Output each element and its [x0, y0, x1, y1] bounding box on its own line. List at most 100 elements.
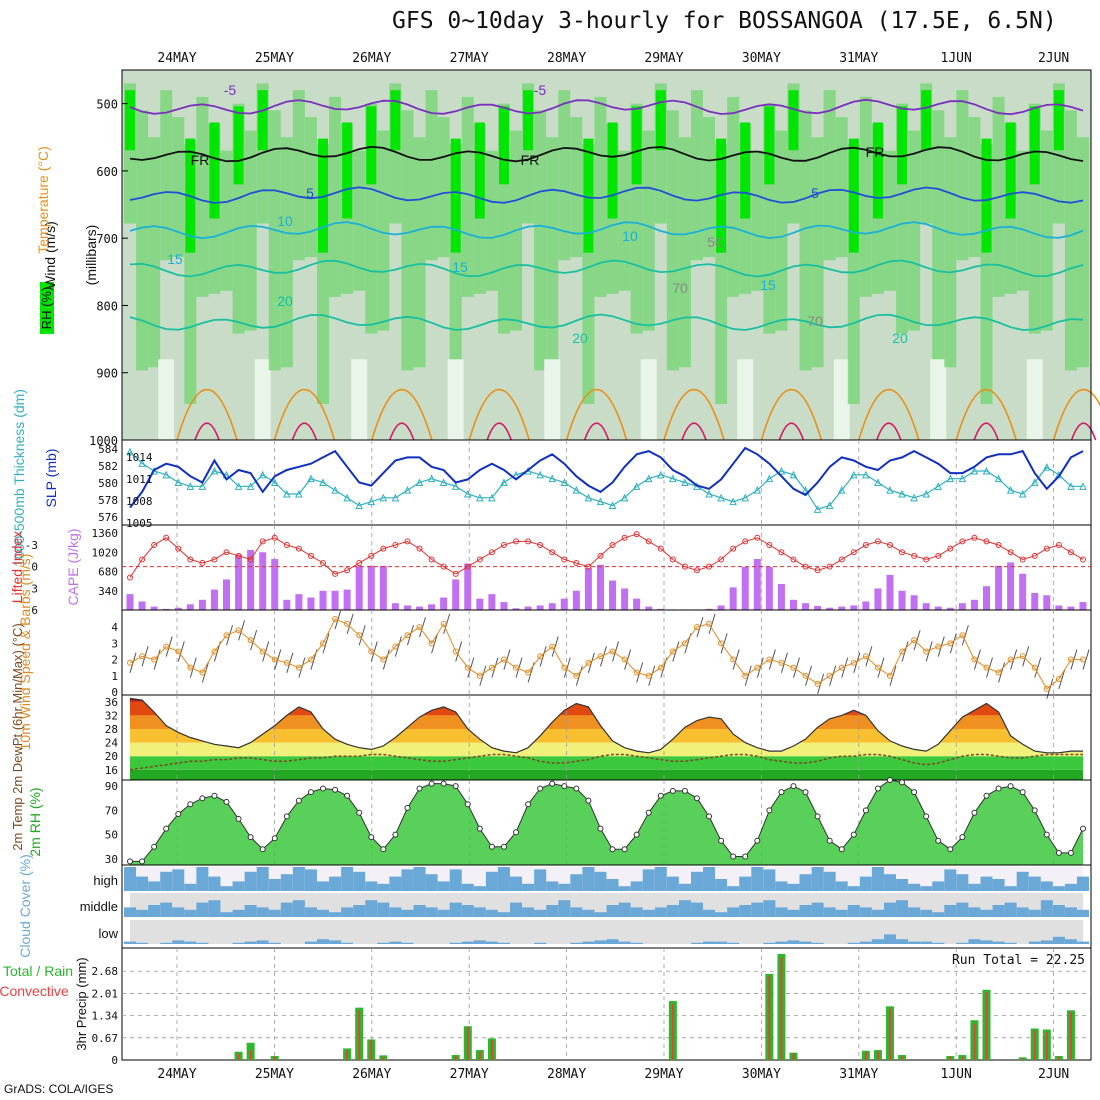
rh-point — [428, 780, 435, 787]
cloud-bar — [980, 876, 993, 891]
thickness-point — [283, 489, 291, 498]
cape-bar — [464, 563, 472, 610]
cloud-bar — [473, 886, 486, 891]
cape-bar — [198, 599, 206, 610]
cape-bar — [970, 599, 978, 610]
thickness-point — [343, 493, 351, 502]
temperature-contour — [129, 145, 1084, 163]
contour-label: 15 — [167, 251, 183, 267]
rh-band — [220, 150, 233, 291]
precip-convective-bar — [1057, 1056, 1060, 1060]
cloud-bar — [341, 907, 354, 917]
rh-point — [730, 853, 737, 860]
cloud-bar — [932, 881, 945, 891]
cloud-bar — [184, 883, 197, 891]
x-tick-label-top: 30MAY — [742, 51, 781, 66]
cloud-bar — [377, 902, 390, 917]
wind-speed-point — [911, 637, 918, 644]
cape-bar — [621, 588, 629, 610]
wind-speed-point — [754, 664, 761, 671]
y-tick-label: 32 — [105, 709, 118, 722]
thickness-point — [994, 474, 1003, 483]
wind-speed-line — [129, 618, 1083, 690]
rh-band — [329, 96, 342, 297]
left-tick-label: 582 — [98, 460, 118, 473]
cape-bar — [186, 604, 194, 610]
cloud-bar — [775, 907, 788, 917]
contour-label: -5 — [224, 82, 237, 98]
rh-band — [136, 110, 149, 371]
temp-band — [130, 742, 1083, 757]
cloud-bar — [244, 871, 257, 891]
y-tick-label: 70 — [105, 804, 118, 817]
rh-band — [640, 359, 657, 440]
rh-line — [130, 779, 1084, 862]
thickness-point — [620, 493, 629, 502]
cape-bar — [355, 565, 363, 610]
wind-speed-point — [368, 648, 375, 655]
cloud-bar — [1064, 939, 1077, 944]
precip-axis-label: 3hr Precip (mm) — [74, 957, 89, 1050]
thickness-point — [813, 505, 822, 513]
cloud-bar — [184, 941, 197, 944]
lifted-index-point — [452, 570, 459, 577]
wind-speed-point — [320, 640, 327, 647]
legend-convective: Convective — [0, 983, 69, 999]
cloud-bar — [534, 869, 547, 891]
cloud-bar — [461, 883, 474, 891]
cloud-bar — [196, 867, 209, 891]
y-tick-label: 800 — [96, 299, 118, 313]
y-tick-label: 20 — [105, 750, 118, 763]
cape-bar — [958, 603, 966, 610]
thickness-point — [825, 501, 834, 509]
temperature-contour — [760, 389, 823, 441]
y-tick-label: 2 — [111, 654, 118, 667]
cloud-bar — [449, 942, 462, 944]
rh-point — [838, 846, 845, 853]
cloud-bar — [497, 942, 510, 944]
cloud-bar — [485, 909, 498, 917]
cloud-bar — [992, 879, 1005, 891]
rh-band — [690, 90, 703, 261]
rh-band — [921, 90, 932, 151]
rh-point — [561, 783, 568, 790]
wind-speed-point — [1031, 664, 1038, 671]
cloud-bar — [413, 905, 426, 917]
lifted-index-point — [283, 542, 290, 548]
lifted-index-point — [500, 542, 507, 548]
cloud-bar — [522, 907, 535, 917]
cloud-bar — [1077, 941, 1089, 944]
cloud-bar — [160, 942, 173, 944]
cape-bar — [850, 605, 858, 610]
cloud-bar — [220, 886, 233, 891]
cloud-bar — [401, 942, 414, 944]
cloud-bar — [859, 907, 872, 917]
wind-speed-point — [1007, 656, 1014, 663]
cloud-bar — [425, 907, 438, 917]
precip-convective-bar — [273, 1056, 276, 1060]
rh-point — [549, 780, 556, 787]
cape-bar — [898, 590, 906, 610]
rh-point — [295, 797, 302, 804]
rh-band — [558, 90, 571, 261]
lifted-index-point — [163, 534, 170, 541]
temperature-contour — [371, 389, 433, 441]
lifted-index-point — [295, 545, 302, 552]
thickness-point — [874, 478, 882, 486]
precip-convective-bar — [358, 1010, 361, 1060]
x-tick-label-top: 27MAY — [450, 51, 489, 66]
y-tick-label: 90 — [105, 780, 118, 793]
cloud-bar — [594, 871, 607, 891]
cloud-bar — [256, 907, 269, 917]
cape-bar — [862, 601, 870, 610]
cloud-bar — [437, 881, 450, 891]
cape-bar — [150, 606, 158, 610]
lifted-index-point — [392, 542, 399, 548]
rh-band — [618, 150, 631, 291]
rh-point — [199, 795, 206, 802]
thickness-point — [198, 482, 207, 490]
cape-bar — [572, 590, 580, 610]
cloud-bar — [341, 867, 354, 891]
cloud-bar — [172, 869, 185, 891]
thickness-point — [717, 493, 725, 502]
